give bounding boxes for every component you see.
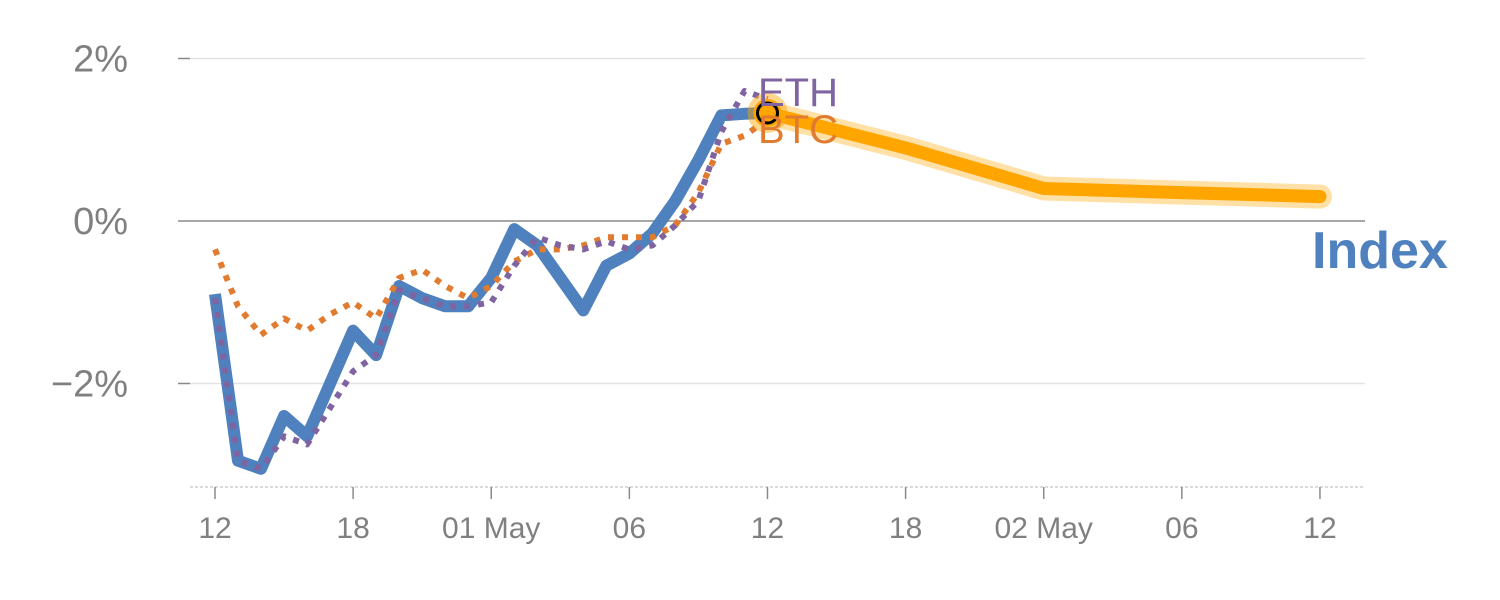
y-tick-label: 0% (73, 201, 128, 243)
series-line-eth (212, 88, 769, 472)
forecast-line (761, 106, 1327, 204)
x-tick-label: 02 May (995, 512, 1093, 545)
x-tick-label: 06 (613, 512, 646, 545)
x-tick-label: 06 (1165, 512, 1198, 545)
x-tick-label: 18 (336, 512, 369, 545)
x-tick-label: 12 (1303, 512, 1336, 545)
series-label-eth: ETH (758, 71, 838, 115)
x-tick-label: 12 (751, 512, 784, 545)
x-tick-label: 18 (889, 512, 922, 545)
series-label-index: Index (1312, 222, 1448, 280)
series-layer (209, 88, 1332, 475)
current-value-ring (755, 101, 779, 125)
x-tick-label: 12 (198, 512, 231, 545)
marker-layer (747, 92, 788, 133)
y-tick-label: 2% (73, 39, 128, 81)
series-line-index (209, 106, 768, 475)
y-axis-ticks: 2% 0% −2% (51, 39, 128, 406)
series-label-btc: BTC (758, 108, 838, 152)
y-tick-label: −2% (51, 364, 128, 406)
series-line-btc (212, 116, 770, 338)
gridlines (178, 57, 1365, 385)
x-axis-ticks: 12 18 01 May 06 12 18 02 May 06 12 (198, 487, 1337, 545)
x-tick-label: 01 May (442, 512, 540, 545)
